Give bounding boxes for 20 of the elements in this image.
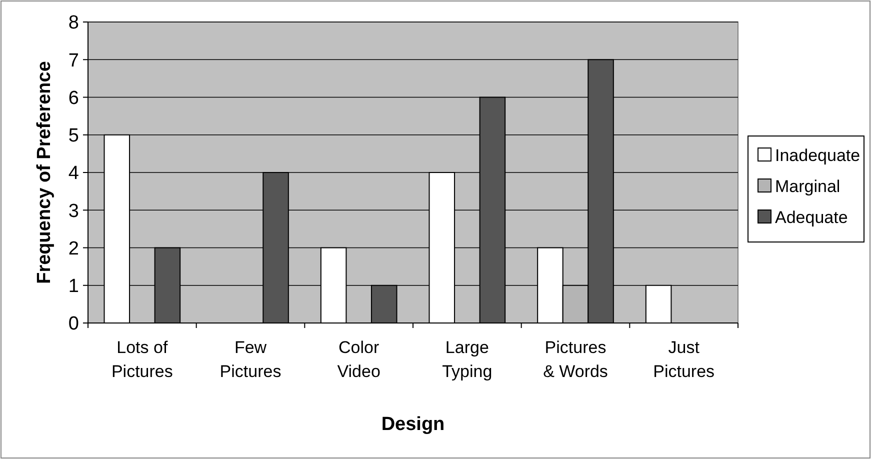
y-tick-label: 0 [68,314,79,335]
legend-label: Marginal [775,176,840,196]
y-tick-label: 4 [68,163,80,184]
x-tick-label: Color Video [337,338,380,381]
x-axis-title: Design [381,414,445,435]
y-tick-label: 2 [68,238,79,260]
x-tick-label: Few Pictures [220,338,282,381]
y-tick-label: 8 [68,12,79,34]
x-tick-label: Lots of Pictures [111,338,173,381]
y-tick-label: 5 [68,126,79,147]
x-tick-label: Pictures & Words [543,338,608,381]
legend-label: Inadequate [775,146,860,165]
y-tick-label: 1 [68,276,79,298]
y-axis-title: Frequency of Preference [34,61,55,284]
x-tick-label: Just Pictures [653,338,715,381]
y-tick-label: 6 [68,88,79,109]
legend-label: Adequate [775,208,848,227]
y-tick-label: 7 [68,50,79,72]
x-tick-label: Large Typing [442,338,492,381]
y-tick-label: 3 [68,200,79,222]
